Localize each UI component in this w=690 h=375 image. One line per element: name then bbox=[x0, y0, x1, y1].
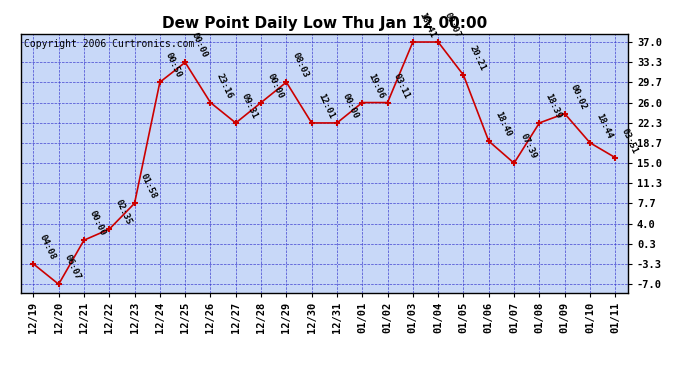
Text: 02:35: 02:35 bbox=[113, 198, 133, 226]
Text: 18:41: 18:41 bbox=[417, 11, 437, 39]
Text: 12:01: 12:01 bbox=[316, 92, 335, 120]
Text: 00:00: 00:00 bbox=[265, 72, 285, 100]
Text: 00:00: 00:00 bbox=[88, 209, 108, 237]
Text: 03:51: 03:51 bbox=[620, 127, 639, 155]
Title: Dew Point Daily Low Thu Jan 12 00:00: Dew Point Daily Low Thu Jan 12 00:00 bbox=[161, 16, 487, 31]
Text: 00:00: 00:00 bbox=[189, 32, 209, 60]
Text: 00:00: 00:00 bbox=[341, 92, 361, 120]
Text: 18:39: 18:39 bbox=[544, 92, 563, 120]
Text: 06:07: 06:07 bbox=[63, 253, 82, 282]
Text: 04:08: 04:08 bbox=[37, 233, 57, 261]
Text: 03:11: 03:11 bbox=[392, 72, 411, 100]
Text: 20:21: 20:21 bbox=[468, 44, 487, 72]
Text: 00:50: 00:50 bbox=[164, 51, 184, 80]
Text: 23:16: 23:16 bbox=[215, 72, 234, 100]
Text: 00:07: 00:07 bbox=[442, 11, 462, 39]
Text: 01:58: 01:58 bbox=[139, 172, 158, 201]
Text: 09:31: 09:31 bbox=[240, 92, 259, 120]
Text: 18:40: 18:40 bbox=[493, 110, 513, 138]
Text: Copyright 2006 Curtronics.com: Copyright 2006 Curtronics.com bbox=[23, 39, 194, 49]
Text: 07:39: 07:39 bbox=[518, 132, 538, 160]
Text: 08:03: 08:03 bbox=[290, 51, 310, 80]
Text: 18:44: 18:44 bbox=[594, 112, 613, 140]
Text: 19:06: 19:06 bbox=[366, 72, 386, 100]
Text: 00:02: 00:02 bbox=[569, 82, 589, 111]
